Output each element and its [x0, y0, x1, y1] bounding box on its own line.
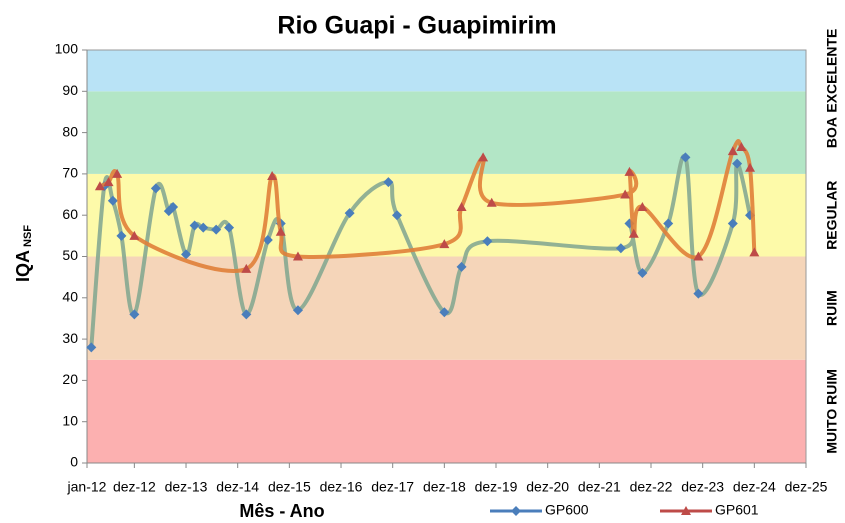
y-axis-label: IQA [13, 250, 33, 282]
marker [211, 224, 222, 235]
marker [439, 307, 450, 318]
marker [103, 177, 114, 187]
marker [262, 234, 273, 245]
legend-marker [511, 506, 521, 516]
marker [727, 146, 738, 156]
legend-label: GP601 [715, 502, 759, 518]
marker [198, 222, 209, 233]
y-tick-label: 90 [62, 82, 78, 98]
x-tick-label: dez-17 [371, 479, 414, 495]
x-tick-label: dez-15 [268, 479, 311, 495]
marker [344, 208, 355, 219]
marker [663, 218, 674, 229]
quality-band [87, 359, 806, 463]
marker [129, 309, 140, 320]
marker [267, 170, 278, 180]
quality-band [87, 256, 806, 360]
marker [116, 230, 127, 241]
x-tick-label: dez-23 [681, 479, 724, 495]
marker [129, 230, 140, 240]
marker [86, 342, 97, 353]
marker [749, 247, 760, 257]
y-tick-label: 40 [62, 289, 78, 305]
marker [275, 226, 286, 236]
quality-band [87, 91, 806, 174]
marker [486, 197, 497, 207]
x-tick-label: dez-19 [475, 479, 518, 495]
x-tick-label: dez-14 [216, 479, 259, 495]
marker [383, 177, 394, 188]
legend-label: GP600 [545, 502, 589, 518]
band-label: REGULAR [824, 181, 840, 250]
marker [615, 243, 626, 254]
y-tick-label: 80 [62, 123, 78, 139]
marker [456, 261, 467, 272]
y-tick-label: 50 [62, 247, 78, 263]
marker [456, 201, 467, 211]
marker [637, 268, 648, 279]
marker [241, 309, 252, 320]
band-label: RUIM [824, 290, 840, 326]
quality-band [87, 50, 806, 92]
band-label-group: REGULAR [824, 181, 840, 250]
band-label-group: BOA [824, 117, 840, 148]
marker [292, 251, 303, 261]
marker [478, 152, 489, 162]
marker [150, 183, 161, 194]
marker [693, 251, 704, 261]
marker [439, 239, 450, 249]
y-axis-label-group: IQA NSF [13, 225, 34, 282]
x-tick-label: dez-24 [733, 479, 776, 495]
marker [181, 249, 192, 260]
marker [628, 228, 639, 238]
x-axis-label: Mês - Ano [239, 501, 324, 521]
x-tick-label: dez-21 [578, 479, 621, 495]
band-label: BOA [824, 117, 840, 148]
y-tick-label: 70 [62, 165, 78, 181]
marker [637, 201, 648, 211]
band-label-group: MUITO RUIM [824, 369, 840, 454]
marker [112, 168, 123, 178]
y-tick-label: 20 [62, 371, 78, 387]
y-tick-label: 30 [62, 330, 78, 346]
marker [482, 236, 493, 247]
marker [391, 210, 402, 221]
band-label: MUITO RUIM [824, 369, 840, 454]
chart-title: Rio Guapi - Guapimirim [277, 12, 556, 40]
x-tick-label: dez-12 [113, 479, 156, 495]
marker [94, 181, 105, 191]
band-label-group: RUIM [824, 290, 840, 326]
x-tick-label: dez-25 [785, 479, 828, 495]
y-tick-label: 100 [55, 41, 79, 57]
marker [107, 195, 118, 206]
marker [224, 222, 235, 233]
x-tick-label: dez-18 [423, 479, 466, 495]
band-label: EXCELENTE [824, 29, 840, 113]
marker [745, 162, 756, 172]
marker [680, 152, 691, 163]
y-tick-label: 60 [62, 206, 78, 222]
x-tick-label: dez-13 [165, 479, 208, 495]
marker [292, 305, 303, 316]
marker [693, 288, 704, 299]
marker [624, 166, 635, 176]
marker [189, 220, 200, 231]
marker [727, 218, 738, 229]
marker [736, 142, 747, 152]
marker [732, 158, 743, 169]
y-tick-label: 10 [62, 412, 78, 428]
y-tick-label: 0 [70, 454, 78, 470]
x-tick-label: dez-16 [320, 479, 363, 495]
x-tick-label: jan-12 [67, 479, 107, 495]
y-axis-label-sub: NSF [22, 225, 34, 247]
x-tick-label: dez-22 [630, 479, 673, 495]
x-tick-label: dez-20 [526, 479, 569, 495]
marker [620, 189, 631, 199]
marker [168, 201, 179, 212]
marker [241, 263, 252, 273]
legend-marker [681, 506, 691, 515]
band-label-group: EXCELENTE [824, 29, 840, 113]
